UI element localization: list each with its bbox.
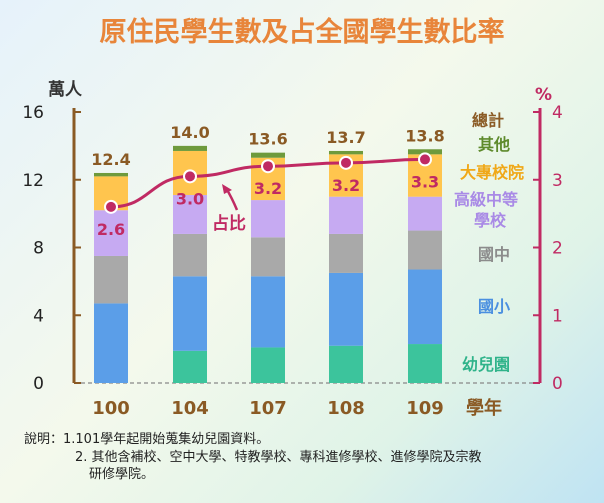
bar-segment [94,210,128,256]
ratio-label: 3.2 [254,179,282,198]
bar-segment [251,347,285,383]
y2-tick-label: 0 [552,374,563,394]
ratio-label: 3.2 [332,176,360,195]
y-tick-label: 16 [22,103,44,123]
total-label: 12.4 [91,150,130,169]
bar-segment [173,145,207,151]
x-tick-label: 109 [406,398,444,419]
legend-series: 其他 [478,135,510,154]
bar-segment [329,233,363,273]
x-tick-label: 104 [171,398,209,419]
bar-segment [251,200,285,238]
legend-series: 學校 [474,211,507,230]
bar-segment [329,150,363,155]
legend-series: 高級中等 [454,190,518,209]
ratio-label: 3.3 [411,172,439,191]
bar-segment [408,269,442,345]
bar-segment [329,196,363,234]
ratio-series-name: 占比 [212,213,246,234]
x-axis-label: 學年 [466,397,502,419]
y-tick-label: 4 [33,306,44,326]
y2-tick-label: 4 [552,103,563,123]
bar-segment [251,152,285,158]
bar-segment [251,276,285,348]
ratio-point [261,159,275,174]
x-tick-label: 107 [249,398,287,419]
legend-series: 幼兒園 [462,355,510,374]
x-tick-label: 100 [92,398,130,419]
bar-segment [408,230,442,270]
legend-series: 國中 [478,245,510,264]
y-axis-unit: 萬人 [48,79,83,100]
ratio-label: 3.0 [176,189,204,208]
ratio-point [339,155,353,170]
legend-series: 國小 [478,297,510,316]
y-tick-label: 0 [33,374,44,394]
bar-segment [173,276,207,351]
bar-segment [329,345,363,383]
legend-series: 大專校院 [460,163,524,182]
y2-tick-label: 2 [552,239,563,259]
bar-segment [94,255,128,304]
bar-segment [408,149,442,155]
chart-title: 原住民學生數及占全國學生數比率 [100,16,505,48]
bar-segment [173,194,207,234]
ratio-point [418,152,432,167]
bar-segment [173,350,207,383]
note-1: 說明：1.101學年起開始蒐集幼兒園資料。 [24,432,270,447]
ratio-point [104,199,118,214]
note-2: 2. 其他含補校、空中大學、特教學校、專科進修學校、進修學院及宗教 [75,450,482,465]
x-tick-label: 108 [327,398,365,419]
y2-tick-label: 1 [552,306,563,326]
bar-segment [251,237,285,277]
bar-segment [408,196,442,231]
bar-segment [173,233,207,277]
bar-segment [94,303,128,383]
ratio-pointer-head [222,184,232,194]
total-label: 13.8 [405,126,444,145]
ratio-point [183,169,197,184]
ratio-label: 2.6 [97,220,125,239]
y-tick-label: 8 [33,239,44,259]
total-label: 13.6 [248,130,287,149]
bar-segment [329,272,363,346]
y-tick-label: 12 [22,171,44,191]
total-label: 13.7 [326,128,365,147]
total-label: 14.0 [170,123,209,142]
bar-segment [94,172,128,177]
legend-total: 總計 [472,111,504,130]
y2-tick-label: 3 [552,171,563,191]
note-3: 研修學院。 [89,467,155,482]
y2-axis-unit: % [535,85,552,105]
bar-segment [408,344,442,383]
